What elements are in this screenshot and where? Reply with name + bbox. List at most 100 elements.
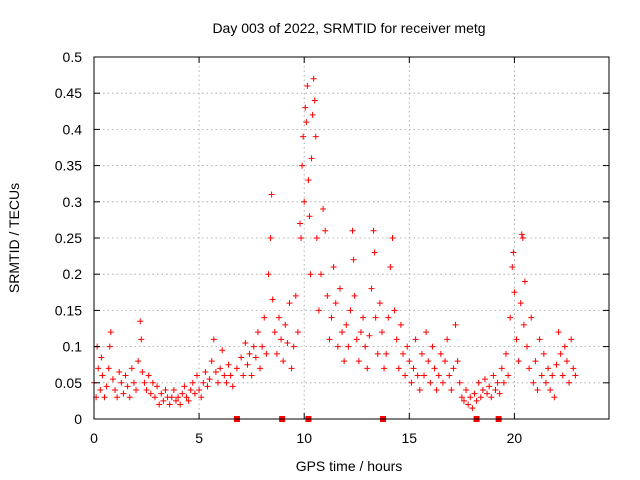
y-tick-label: 0.05: [55, 375, 82, 391]
y-tick-label: 0.35: [55, 158, 82, 174]
data-point: [250, 343, 257, 350]
data-point: [378, 329, 385, 336]
data-point: [418, 350, 425, 357]
data-point: [452, 321, 459, 328]
data-point: [339, 329, 346, 336]
data-point: [536, 336, 543, 343]
data-point: [479, 387, 486, 394]
data-point: [568, 336, 575, 343]
y-tick-label: 0.4: [63, 121, 83, 137]
data-point: [290, 343, 297, 350]
data-point: [410, 365, 417, 372]
data-point: [347, 307, 354, 314]
data-point: [400, 350, 406, 357]
data-point: [362, 343, 369, 350]
data-point: [275, 314, 282, 321]
data-points: [91, 75, 579, 412]
data-point: [393, 336, 400, 343]
data-point: [215, 379, 222, 386]
data-point: [484, 390, 491, 397]
data-point: [431, 365, 438, 372]
data-point: [518, 231, 525, 238]
data-point: [299, 162, 306, 169]
data-point: [172, 397, 179, 404]
data-point: [444, 336, 451, 343]
data-point: [427, 379, 434, 386]
data-point: [280, 358, 287, 365]
data-point: [112, 387, 119, 394]
data-point: [261, 314, 268, 321]
data-point: [429, 343, 436, 350]
data-point: [175, 394, 182, 401]
chart-title: Day 003 of 2022, SRMTID for receiver met…: [212, 20, 485, 36]
data-point: [246, 350, 253, 357]
data-point: [467, 394, 474, 401]
data-point: [557, 350, 564, 357]
data-point: [460, 397, 467, 404]
data-point: [349, 227, 356, 234]
data-point: [154, 383, 161, 390]
data-point: [252, 354, 259, 361]
data-point: [437, 350, 444, 357]
data-point: [503, 350, 509, 357]
data-point: [547, 387, 554, 394]
y-tick-label: 0.15: [55, 302, 82, 318]
data-point: [267, 235, 274, 241]
data-point: [355, 358, 362, 365]
data-point: [374, 350, 381, 357]
data-point: [189, 379, 196, 386]
data-point: [122, 372, 129, 379]
data-point: [313, 235, 320, 241]
data-point: [345, 343, 352, 350]
data-point: [107, 329, 114, 336]
data-point: [254, 329, 261, 336]
y-tick-label: 0.25: [55, 230, 82, 246]
data-point: [542, 379, 549, 386]
data-point: [530, 379, 537, 386]
data-point: [404, 343, 411, 350]
data-point: [555, 329, 562, 336]
data-point: [170, 387, 177, 394]
y-axis-label: SRMTID / TECUs: [6, 183, 22, 293]
data-point: [99, 372, 106, 379]
data-point: [494, 379, 501, 386]
data-point: [183, 394, 190, 401]
data-point: [269, 296, 276, 303]
data-point: [263, 350, 270, 357]
data-point: [298, 235, 305, 241]
data-point: [133, 387, 140, 394]
data-point: [448, 387, 455, 394]
data-point: [477, 394, 484, 401]
data-point: [528, 314, 535, 321]
data-point: [320, 206, 327, 213]
data-point: [559, 372, 566, 379]
data-point: [307, 271, 314, 278]
data-point: [563, 358, 570, 365]
x-axis-label: GPS time / hours: [296, 458, 403, 474]
data-point: [202, 368, 209, 375]
data-point: [423, 329, 430, 336]
data-point: [198, 394, 205, 401]
data-point: [521, 278, 528, 285]
data-point: [439, 379, 446, 386]
data-point: [162, 387, 169, 394]
x-tick-label: 5: [195, 430, 203, 446]
data-point: [109, 376, 116, 383]
data-point: [278, 336, 285, 343]
y-tick-label: 0.2: [63, 266, 83, 282]
data-point: [507, 314, 514, 321]
data-point: [217, 365, 224, 372]
data-point: [471, 390, 478, 397]
x-tick-label: 20: [507, 430, 523, 446]
data-point: [473, 397, 480, 404]
data-point: [330, 263, 337, 270]
data-point: [435, 372, 442, 379]
data-point: [137, 318, 144, 325]
data-point: [160, 397, 167, 404]
data-point: [549, 372, 556, 379]
data-point: [305, 177, 312, 184]
data-point: [534, 387, 541, 394]
data-point: [360, 314, 367, 321]
data-point: [395, 365, 402, 372]
